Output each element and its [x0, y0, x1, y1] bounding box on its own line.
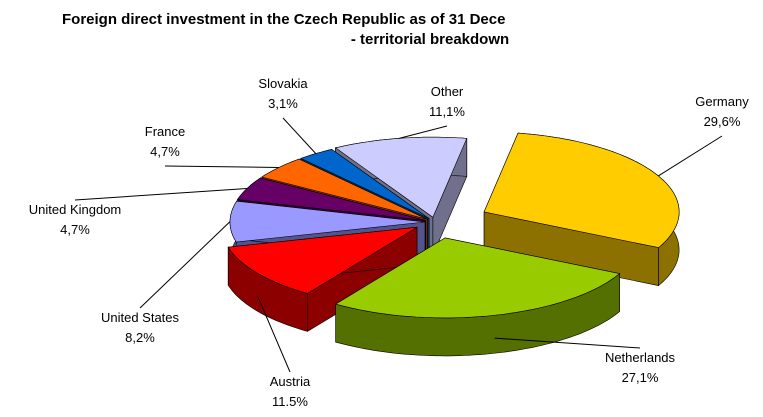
value-label: 11,1%	[429, 104, 465, 119]
category-label: Slovakia	[258, 76, 308, 91]
category-label: France	[145, 124, 185, 139]
chart-title: Foreign direct investment in the Czech R…	[62, 11, 505, 28]
category-label: Netherlands	[605, 350, 676, 365]
leader-line	[164, 165, 279, 168]
value-label: 29,6%	[704, 114, 741, 129]
leader-line	[398, 125, 448, 139]
value-label: 4,7%	[150, 144, 180, 159]
leader-line	[658, 135, 723, 177]
labels: Germany 29,6% Netherlands 27,1% Austria 11.5%…	[29, 76, 749, 409]
category-label: United States	[101, 310, 180, 325]
category-label: Other	[431, 84, 464, 99]
pie	[227, 132, 680, 357]
leader-line	[74, 188, 248, 201]
category-label: United Kingdom	[29, 202, 122, 217]
value-label: 11.5%	[272, 394, 308, 409]
leader-line	[139, 221, 231, 309]
value-label: 27,1%	[622, 370, 659, 385]
value-label: 8,2%	[125, 330, 155, 345]
category-label: Austria	[270, 374, 311, 389]
leader-line	[257, 295, 291, 373]
category-label: Germany	[695, 94, 749, 109]
value-label: 4,7%	[60, 222, 90, 237]
chart-subtitle: - territorial breakdown	[351, 31, 509, 48]
value-label: 3,1%	[268, 96, 298, 111]
leader-line	[282, 117, 317, 154]
slice	[334, 237, 621, 319]
leader-line	[494, 337, 641, 349]
slice	[227, 226, 418, 294]
